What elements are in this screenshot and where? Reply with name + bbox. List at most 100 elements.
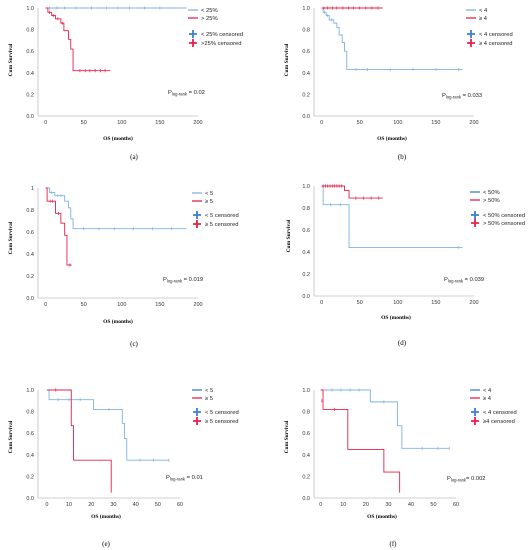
p-value-subscript: log-rank [451, 478, 467, 483]
plot-area: 0.0 0.2 0.4 0.6 0.8 1.0 0 10 20 30 40 50 60 [26, 388, 183, 508]
y-tick-label: 0.8 [302, 28, 310, 34]
p-value: Plog-rank = 0.01 [166, 475, 203, 482]
censor-cross-icon [471, 219, 479, 227]
series-line-1 [47, 390, 111, 493]
censor-cross-icon [189, 30, 197, 38]
legend-item-1: ≥ 5 [192, 396, 213, 402]
legend: < 4 ≥ 4 < 4 censored ≥4 censored [470, 388, 517, 425]
y-tick-label: 0.6 [302, 228, 310, 234]
y-tick-label: 0.2 [302, 272, 310, 278]
y-tick-label: 0.4 [302, 71, 310, 77]
censor-cross-icon [193, 220, 201, 228]
legend-label: ≥ 5 censored [205, 419, 238, 425]
x-tick-label: 50 [357, 300, 363, 306]
legend-item-0: < 25% [188, 8, 218, 14]
panel-e: 0.0 0.2 0.4 0.6 0.8 1.0 0 10 20 30 40 50 60 Cum Surv… [8, 388, 239, 548]
p-value-subscript: log-rank [172, 92, 188, 97]
x-tick-label: 150 [431, 300, 440, 306]
y-axis-title: Cum Survival [8, 420, 14, 453]
y-tick-label: 1.0 [26, 388, 34, 394]
panel-label: (f) [390, 540, 398, 548]
y-tick-label: 0.2 [302, 474, 310, 480]
y-tick-label: 1.0 [302, 184, 310, 190]
x-axis-title: OS (months) [377, 135, 407, 142]
y-tick-label: 1.0 [302, 388, 310, 394]
y-axis-title: Cum Survival [8, 43, 14, 76]
censor-cross-icon [471, 408, 479, 416]
x-tick-label: 30 [385, 502, 391, 508]
p-value-text: = 0.039 [463, 277, 484, 283]
x-tick-label: 200 [469, 300, 478, 306]
y-tick-label: 0.4 [302, 453, 310, 459]
legend-item-0: < 5 [192, 191, 213, 197]
y-tick-label: 0.0 [26, 114, 34, 120]
panel-b: 0.00.20.40.60.81.00 50 100 150 200 Cum Survi… [284, 6, 513, 161]
y-axis-title: Cum Survival [8, 221, 14, 254]
y-tick-label: 0.6 [26, 431, 34, 437]
legend-label: < 4 [483, 388, 492, 394]
y-tick-label: 0.8 [26, 28, 34, 34]
censor-cross-icon [471, 417, 479, 425]
x-tick-label: 200 [469, 120, 478, 126]
y-tick-label: 0.2 [26, 92, 34, 98]
panel-f: 0.0 0.2 0.4 0.6 0.8 1.0 0 10 20 30 40 50 60 Cum Surv… [284, 388, 517, 548]
legend-label: > 50% [483, 198, 500, 204]
panel-label: (d) [398, 339, 407, 347]
p-value: Plog-rank = 0.02 [168, 90, 205, 97]
y-tick-label: 1.0 [26, 6, 34, 12]
legend-label: ≥4 censored [483, 419, 515, 425]
x-tick-label: 50 [81, 120, 87, 126]
legend-item-1: ≥ 4 [466, 16, 488, 22]
legend-item-3: > 50% censored [471, 219, 525, 227]
legend-label: > 25% [201, 16, 218, 22]
legend-label: < 5 censored [205, 213, 239, 219]
x-tick-label: 40 [408, 502, 414, 508]
y-tick-label: 0.8 [302, 206, 310, 212]
legend-label: ≥ 4 [479, 16, 488, 22]
x-tick-label: 20 [88, 502, 94, 508]
legend: < 5 ≥ 5 < 5 censored ≥ 5 censored [192, 191, 239, 228]
panel-a: 0.00.20.40.60.81.00 50 100 150 200 Cum Survi… [8, 6, 243, 161]
x-tick-label: 100 [393, 120, 402, 126]
legend-label: ≥ 4 [483, 396, 492, 402]
y-axis-title: Cum Survival [284, 420, 290, 453]
p-value: Plog-rank = 0.019 [163, 277, 203, 284]
legend-item-2: < 5 censored [193, 211, 239, 219]
y-tick-label: 0.4 [302, 250, 310, 256]
x-tick-label: 100 [117, 302, 126, 308]
x-axis-title: OS (months) [367, 513, 397, 520]
legend-item-3: >25% censored [189, 39, 241, 47]
legend-label: < 5 censored [205, 410, 239, 416]
series-line-0 [322, 8, 463, 70]
p-value-text: = 0.002 [466, 476, 486, 482]
x-tick-label: 0 [44, 120, 47, 126]
censor-cross-icon [193, 408, 201, 416]
panel-c: 0.00.20.40.60.810 50 100 150 200 Cum Surviva… [8, 186, 239, 348]
x-axis-title: OS (months) [103, 135, 133, 142]
series-line-1 [46, 8, 111, 71]
legend-item-0: < 5 [192, 388, 213, 394]
p-value-subscript: log-rank [167, 279, 183, 284]
p-value: Plog-rank = 0.039 [444, 277, 484, 284]
x-tick-label: 60 [453, 502, 459, 508]
legend-label: < 25% [201, 8, 218, 14]
legend-item-2: < 4 censored [467, 30, 513, 38]
panel-label: (c) [130, 340, 138, 348]
y-tick-label: 0.8 [302, 410, 310, 416]
plot-area: 0.00.20.40.60.81.00 50 100 150 200 [302, 6, 478, 126]
x-tick-label: 0 [320, 300, 323, 306]
x-tick-label: 50 [155, 502, 161, 508]
y-tick-label: 0.4 [26, 252, 34, 258]
y-tick-label: 0.2 [302, 92, 310, 98]
p-value-subscript: log-rank [446, 95, 462, 100]
y-tick-label: 0.8 [26, 208, 34, 214]
x-tick-label: 0 [319, 502, 322, 508]
legend-item-2: < 50% censored [471, 211, 525, 219]
legend-item-3: ≥ 5 censored [193, 220, 238, 228]
y-tick-label: 1 [31, 186, 34, 192]
legend: < 50% > 50% < 50% censored > 50% censore… [470, 190, 525, 227]
y-tick-label: 0.6 [302, 431, 310, 437]
plot-area: 0.0 0.2 0.4 0.6 0.8 1.0 0 10 20 30 40 50 60 [302, 388, 459, 508]
legend: < 5 ≥ 5 < 5 censored ≥ 5 censored [192, 388, 239, 425]
y-tick-label: 0.0 [26, 496, 34, 502]
